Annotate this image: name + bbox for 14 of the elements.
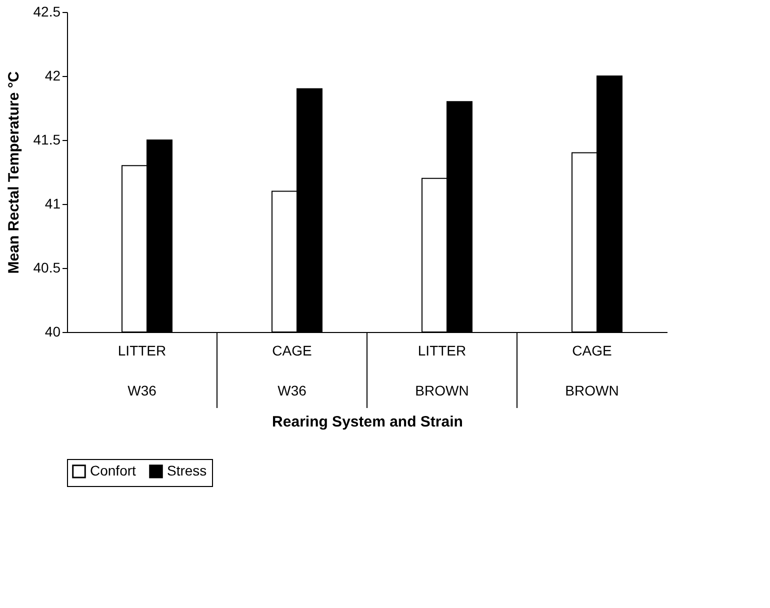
y-tick-label: 42 bbox=[44, 68, 61, 84]
legend-label: Confort bbox=[90, 462, 136, 478]
y-tick-label: 41.5 bbox=[33, 132, 61, 148]
x-axis-title: Rearing System and Strain bbox=[272, 414, 463, 430]
y-tick-label: 40.5 bbox=[33, 260, 61, 276]
category-label: CAGE W36 bbox=[272, 342, 312, 398]
y-tick-label: 41 bbox=[44, 196, 61, 212]
legend-label: Stress bbox=[167, 462, 207, 478]
category-label: CAGE BROWN bbox=[565, 342, 619, 398]
y-tick-label: 42.5 bbox=[33, 4, 61, 20]
category-label: LITTER BROWN bbox=[415, 342, 469, 398]
y-tick-label: 40 bbox=[44, 324, 61, 340]
category-label: LITTER W36 bbox=[118, 342, 166, 398]
y-axis-title: Mean Rectal Temperature °C bbox=[5, 71, 22, 274]
